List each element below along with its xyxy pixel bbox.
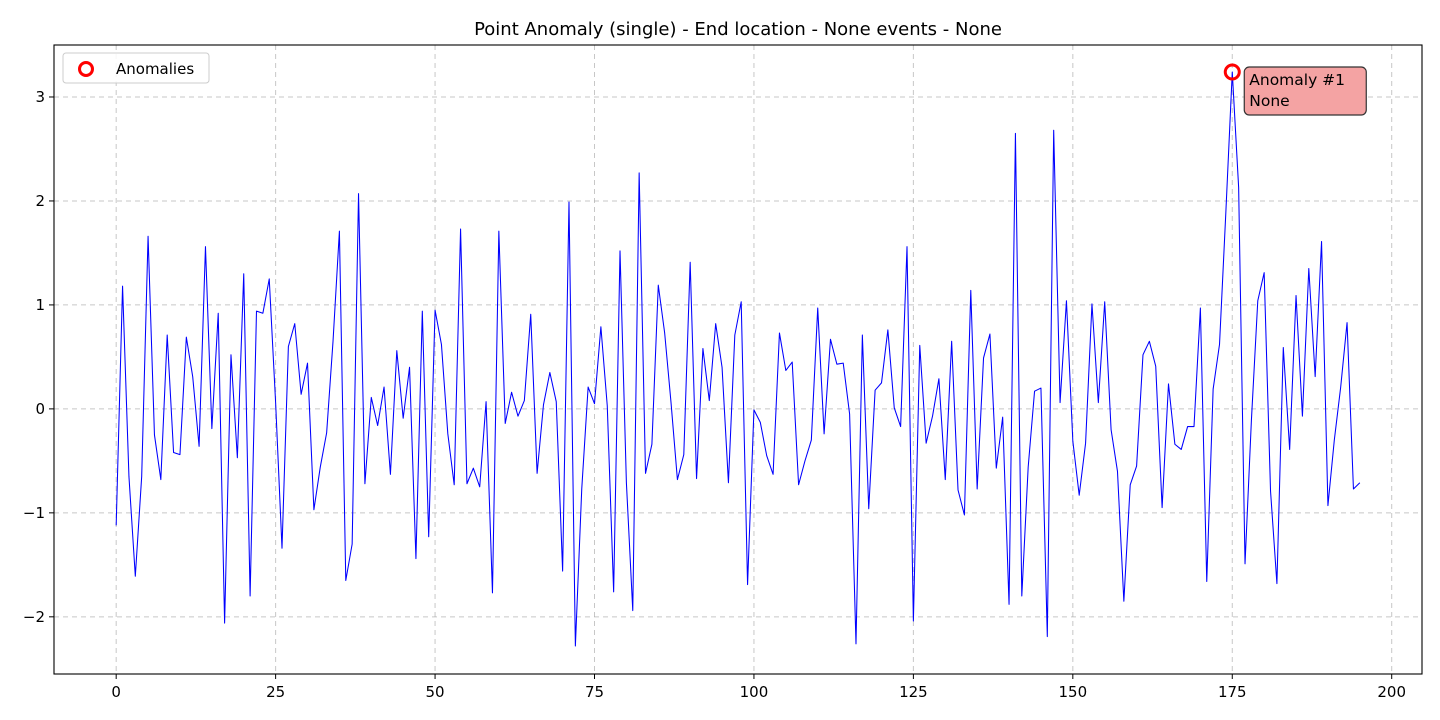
y-tick-label: 2 xyxy=(35,192,45,210)
anomaly-marker xyxy=(1223,63,1241,81)
anomaly-markers: Anomaly #1 None xyxy=(1223,63,1367,116)
y-tick-label: −1 xyxy=(23,504,45,522)
grid-lines xyxy=(54,45,1422,674)
legend: Anomalies xyxy=(62,52,210,84)
y-tick-label: −2 xyxy=(23,608,45,626)
x-tick-label: 200 xyxy=(1377,683,1406,701)
x-tick-label: 50 xyxy=(426,683,445,701)
x-tick-label: 100 xyxy=(740,683,769,701)
series-line xyxy=(115,71,1361,647)
anomaly-annotation-value: None xyxy=(1249,92,1289,110)
legend-anomaly-marker xyxy=(78,61,94,77)
anomaly-annotation-label: Anomaly #1 xyxy=(1249,71,1345,89)
legend-box xyxy=(62,52,210,84)
plot-frame xyxy=(53,44,1423,675)
y-tick-label: 0 xyxy=(35,400,45,418)
x-tick-label: 25 xyxy=(266,683,285,701)
axis-ticks: 0 25 50 75 100 125 150 175 200 −2 −1 0 1 2 3 xyxy=(23,88,1406,701)
y-tick-label: 3 xyxy=(35,88,45,106)
legend-label-anomalies: Anomalies xyxy=(116,60,194,78)
x-tick-label: 0 xyxy=(111,683,121,701)
x-tick-label: 150 xyxy=(1059,683,1088,701)
y-tick-label: 1 xyxy=(35,296,45,314)
x-tick-label: 175 xyxy=(1218,683,1247,701)
x-tick-label: 75 xyxy=(585,683,604,701)
chart-title: Point Anomaly (single) - End location - … xyxy=(474,19,1002,40)
x-tick-label: 125 xyxy=(899,683,928,701)
anomaly-annotation-box xyxy=(1243,66,1367,116)
